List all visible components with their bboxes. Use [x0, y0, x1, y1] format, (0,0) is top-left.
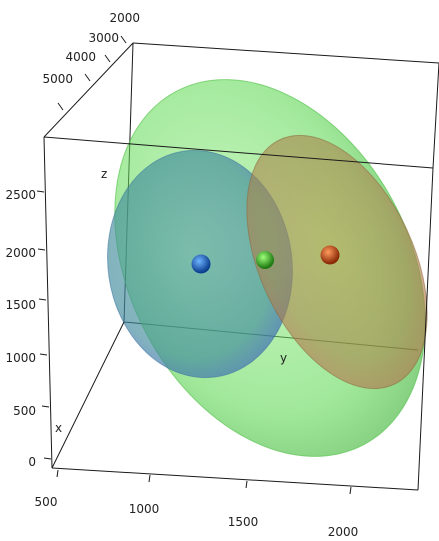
z-tick-label: 500 — [13, 404, 36, 418]
z-tick-label: 2000 — [5, 246, 36, 260]
x-tick-mark — [56, 469, 59, 478]
y-tick-mark — [104, 54, 111, 63]
z-axis-label: z — [101, 167, 107, 181]
z-tick-label: 2500 — [5, 188, 36, 202]
x-tick-label: 1000 — [129, 502, 160, 516]
centroid-points — [191, 245, 340, 274]
z-tick-label: 1000 — [5, 351, 36, 365]
y-tick-label: 5000 — [42, 72, 73, 86]
x-tick-mark — [148, 474, 151, 483]
z-tick-mark — [43, 457, 52, 460]
z-tick-mark — [38, 298, 47, 301]
y-tick-label: 3000 — [88, 31, 119, 45]
x-tick-mark — [349, 486, 352, 495]
x-tick-label: 2000 — [328, 525, 359, 539]
x-tick-label: 1500 — [228, 515, 259, 529]
y-tick-mark — [120, 35, 127, 44]
z-tick-label: 1500 — [5, 298, 36, 312]
y-tick-label: 4000 — [65, 50, 96, 64]
y-tick-mark — [57, 102, 64, 111]
y-axis-label: y — [280, 351, 287, 365]
z-tick-mark — [36, 190, 45, 193]
x-tick-mark — [245, 480, 248, 489]
x-axis-label: x — [55, 421, 62, 435]
centroid-point-orange — [320, 245, 340, 265]
centroid-point-green — [256, 251, 274, 269]
box-front-edges — [43, 42, 439, 491]
z-tick-label: 0 — [28, 455, 36, 469]
ellipsoids — [107, 79, 428, 457]
y-tick-mark — [84, 73, 91, 82]
ellipsoid-red — [246, 134, 428, 390]
x-axis: 500 1000 1500 2000 x — [35, 421, 359, 539]
z-tick-mark — [39, 353, 48, 356]
x-tick-label: 500 — [35, 495, 58, 509]
z-axis: 2500 2000 1500 1000 500 0 z — [5, 167, 107, 469]
y-tick-label: 2000 — [109, 11, 140, 25]
z-tick-mark — [37, 248, 46, 251]
centroid-point-blue — [191, 254, 211, 274]
y-axis: 2000 3000 4000 5000 y — [42, 11, 287, 365]
z-tick-mark — [41, 405, 50, 408]
